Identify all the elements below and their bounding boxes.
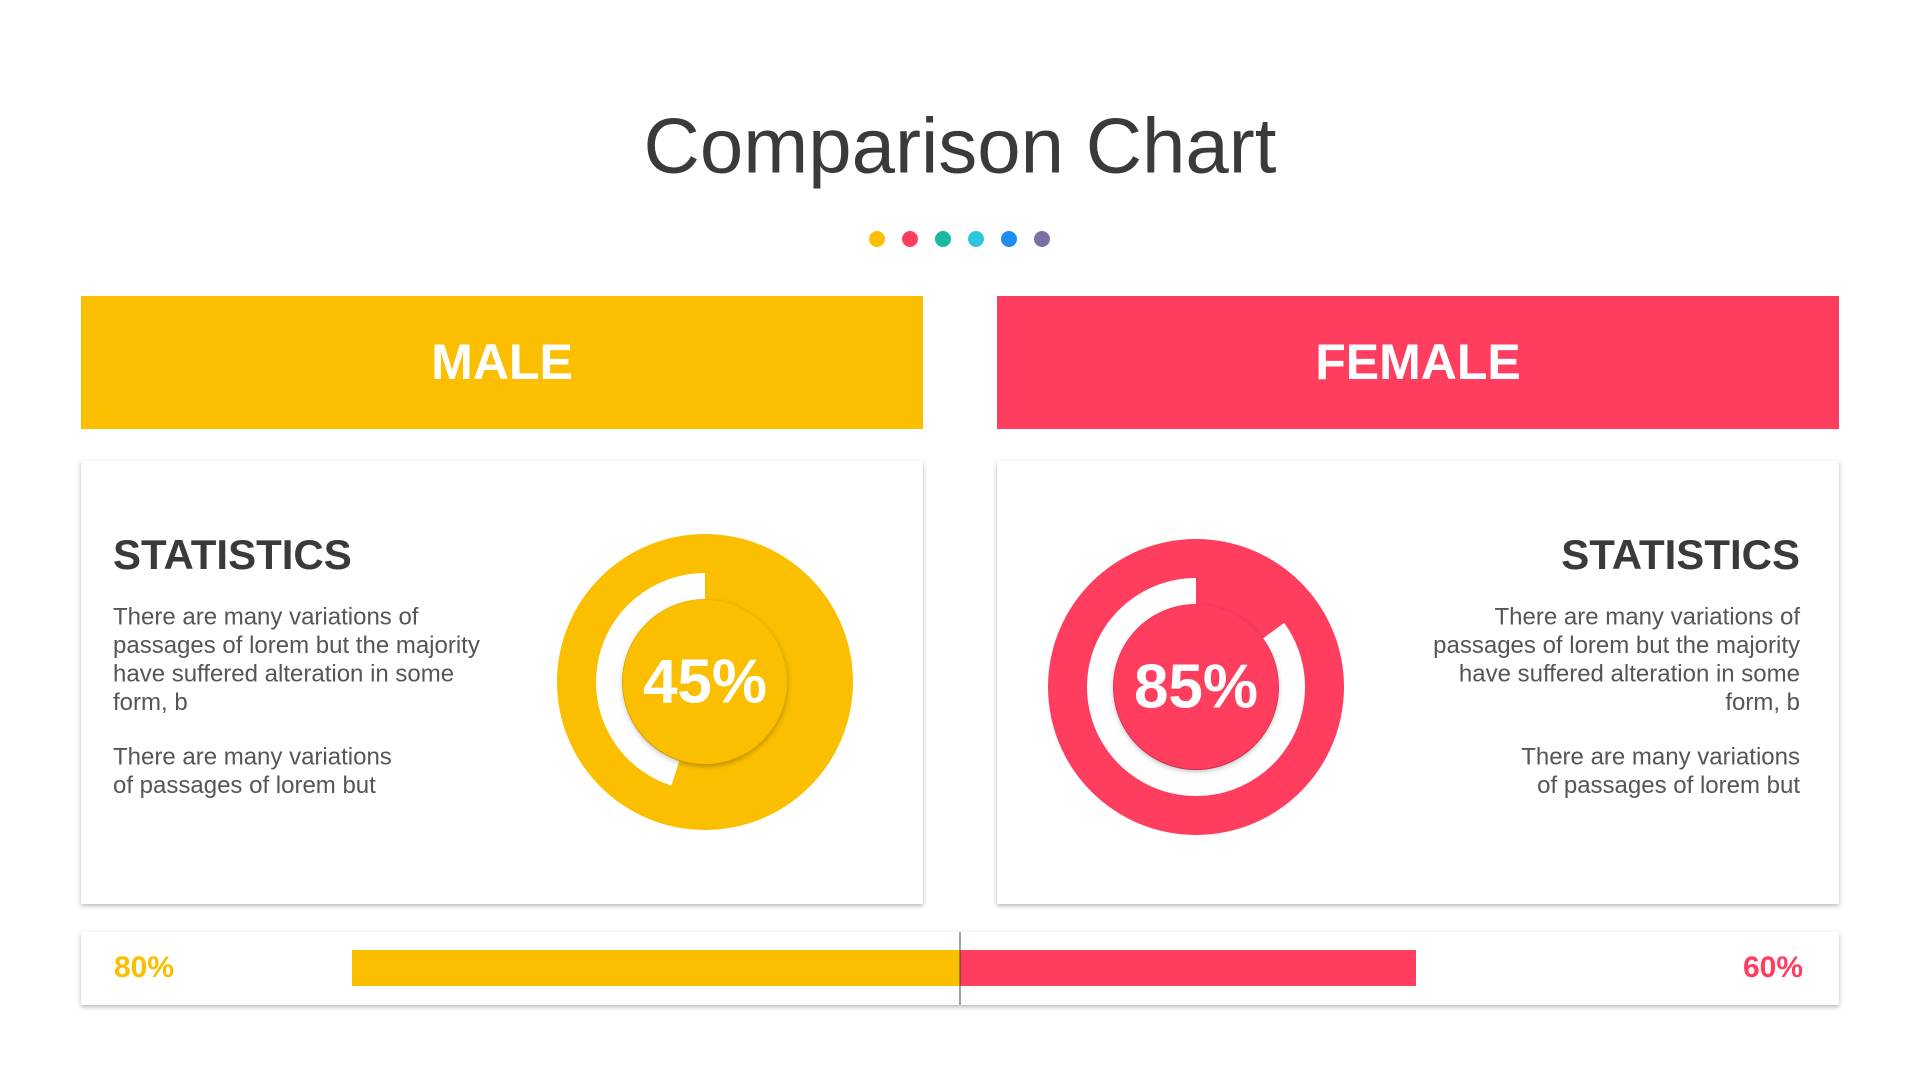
panel-header: MALE [431,334,573,390]
panel-header: FEMALE [1315,334,1521,390]
panel-text: There are many variations [113,743,392,770]
panel-text: There are many variations [1521,743,1800,770]
panel-text: of passages of lorem but [113,772,376,799]
dot [968,231,984,247]
panel-text: form, b [1725,689,1800,716]
panel-text: There are many variations of [1495,603,1801,630]
decor-dots [869,231,1050,247]
title: Comparison Chart [644,102,1277,190]
dot [1034,231,1050,247]
donut-arc [596,573,706,786]
dot [935,231,951,247]
donut-center [623,600,787,764]
panel-text: form, b [113,689,188,716]
panel-text: passages of lorem but the majority [113,632,480,659]
panel-text: have suffered alteration in some [1459,660,1800,687]
dot [1001,231,1017,247]
bar-left-label: 80% [114,951,174,984]
donut-label: 45% [643,647,767,716]
panel-heading: STATISTICS [1561,531,1800,578]
panel-text: passages of lorem but the majority [1433,632,1800,659]
panel-heading: STATISTICS [113,531,352,578]
panel-text: of passages of lorem but [1537,772,1800,799]
panel-header-bg [81,296,923,429]
bar-left [352,950,960,986]
donut-label: 85% [1134,652,1258,721]
dot [902,231,918,247]
donut-center [1114,605,1278,769]
donut-arc [1087,578,1305,796]
dot [869,231,885,247]
panel-header-bg [997,296,1839,429]
panel-text: There are many variations of [113,603,419,630]
bar-right [960,950,1416,986]
bar-right-label: 60% [1743,951,1803,984]
panel-text: have suffered alteration in some [113,660,454,687]
